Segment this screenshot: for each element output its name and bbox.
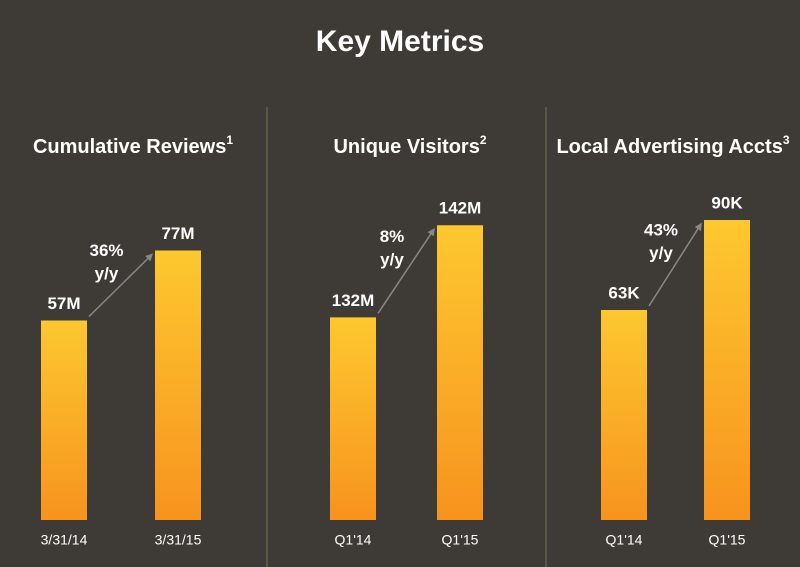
growth-annotation: y/y (380, 250, 404, 269)
bar (330, 317, 376, 520)
bar (437, 225, 483, 520)
footnote-mark: 2 (480, 133, 487, 147)
bar (704, 220, 750, 520)
footnote-mark: 3 (783, 133, 790, 147)
x-tick-label: Q1'15 (442, 532, 479, 548)
chart-title: Local Advertising Accts3 (556, 133, 789, 158)
growth-annotation: y/y (649, 243, 673, 262)
footnote-mark: 1 (226, 133, 233, 147)
chart-title-text: Unique Visitors (333, 136, 479, 158)
value-label: 63K (608, 283, 640, 302)
bar (41, 320, 87, 520)
value-label: 57M (47, 294, 80, 313)
chart-title-text: Local Advertising Accts (556, 136, 782, 158)
growth-arrow (377, 228, 435, 314)
x-tick-label: Q1'14 (606, 532, 643, 548)
bar (601, 310, 647, 520)
x-tick-label: 3/31/14 (41, 532, 88, 548)
x-tick-label: 3/31/15 (155, 532, 202, 548)
value-label: 142M (439, 199, 482, 218)
growth-annotation: 36% (89, 241, 123, 260)
growth-annotation: 8% (380, 227, 405, 246)
chart-title: Unique Visitors2 (333, 133, 486, 158)
value-label: 132M (332, 291, 375, 310)
chart-title-text: Cumulative Reviews (33, 136, 226, 158)
x-tick-label: Q1'15 (709, 532, 746, 548)
value-label: 77M (161, 224, 194, 243)
growth-arrow (648, 222, 702, 307)
chart-title: Cumulative Reviews1 (33, 133, 233, 158)
bar (155, 250, 201, 520)
growth-annotation: 43% (644, 220, 678, 239)
slide-title: Key Metrics (316, 25, 484, 58)
growth-annotation: y/y (95, 264, 119, 283)
x-tick-label: Q1'14 (335, 532, 372, 548)
growth-arrow (88, 253, 154, 318)
value-label: 90K (711, 193, 743, 212)
